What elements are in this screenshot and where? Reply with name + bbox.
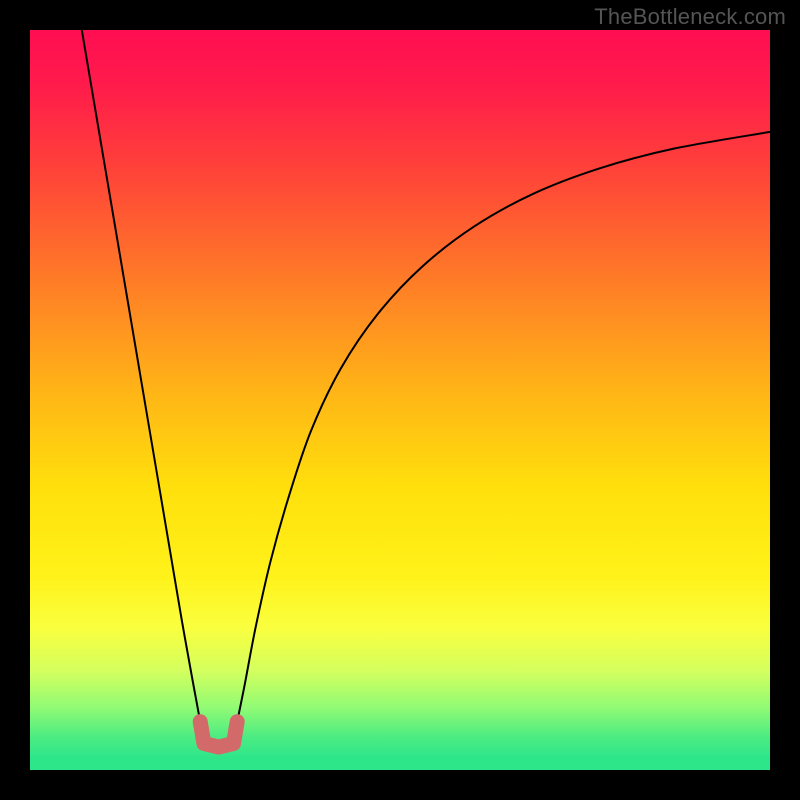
border-left xyxy=(0,0,30,800)
plot-background xyxy=(30,30,770,758)
chart-frame: TheBottleneck.com xyxy=(0,0,800,800)
border-right xyxy=(770,0,800,800)
bottom-band xyxy=(30,758,770,770)
bottleneck-chart xyxy=(0,0,800,800)
border-bottom xyxy=(0,770,800,800)
watermark-text: TheBottleneck.com xyxy=(594,4,786,30)
